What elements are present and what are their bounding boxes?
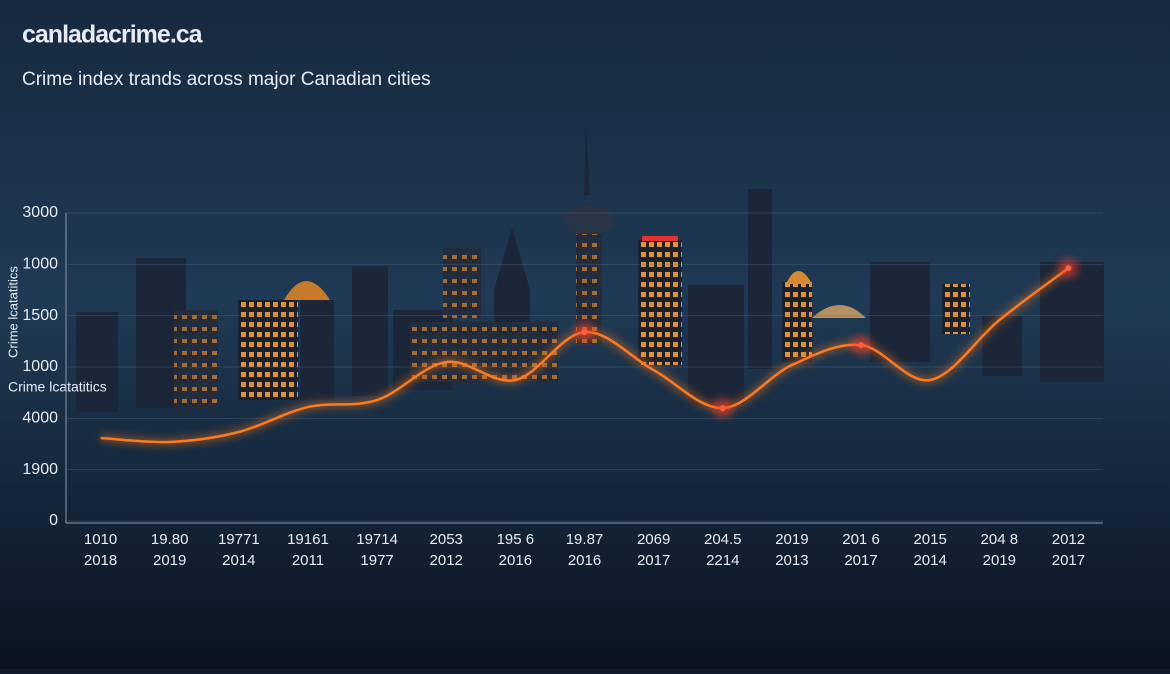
y-tick-label: 3000 <box>22 204 58 221</box>
point <box>719 405 726 412</box>
x-tick-label: 2012 <box>1052 531 1085 548</box>
x-tick-label: 2018 <box>84 552 117 569</box>
x-tick-label: 19161 <box>287 531 329 548</box>
chart-title: Crime index trands across major Canadian… <box>22 69 431 90</box>
point <box>858 342 865 349</box>
x-tick-label: 19.87 <box>566 531 604 548</box>
point <box>1065 265 1072 272</box>
brand: canladacrime.ca <box>22 21 204 49</box>
x-tick-label: 19714 <box>356 531 398 548</box>
y-axis-label: Crime lcatatitics <box>5 266 20 358</box>
x-tick-label: 2016 <box>499 552 532 569</box>
x-tick-label: 2014 <box>222 552 255 569</box>
x-tick-label: 2017 <box>844 552 877 569</box>
x-tick-label: 2053 <box>430 531 463 548</box>
x-tick-label: 2019 <box>983 552 1016 569</box>
x-tick-label: 2017 <box>1052 552 1085 569</box>
x-tick-label: 2019 <box>775 531 808 548</box>
x-tick-label: 2012 <box>430 552 463 569</box>
x-tick-label: 2019 <box>153 552 186 569</box>
y-tick-label: 4000 <box>22 410 58 427</box>
x-tick-label: 2011 <box>292 552 324 569</box>
x-tick-label: 204 8 <box>981 531 1019 548</box>
x-tick-label: 2015 <box>913 531 946 548</box>
x-tick-label: 2017 <box>637 552 670 569</box>
x-tick-label: 201 6 <box>842 531 880 548</box>
y-tick-label: 1900 <box>22 461 58 478</box>
y-tick-label: 1500 <box>22 307 58 324</box>
x-tick-label: 2013 <box>775 552 808 569</box>
skyline <box>76 125 1104 412</box>
y-tick-label: 1000 <box>22 256 58 273</box>
x-tick-label: 19.80 <box>151 531 189 548</box>
x-tick-label: 1010 <box>84 531 117 548</box>
y-axis-label: Crime lcatatitics <box>8 379 107 395</box>
x-tick-label: 2069 <box>637 531 670 548</box>
x-tick-label: 204.5 <box>704 531 742 548</box>
x-tick-label: 2014 <box>913 552 946 569</box>
x-tick-label: 195 6 <box>497 531 535 548</box>
y-tick-label: 0 <box>49 512 58 529</box>
x-tick-label: 1977 <box>360 552 393 569</box>
x-tick-label: 19771 <box>218 531 260 548</box>
x-tick-label: 2016 <box>568 552 601 569</box>
y-tick-label: 1000 <box>22 358 58 375</box>
point <box>581 329 588 336</box>
x-tick-label: 2214 <box>706 552 739 569</box>
